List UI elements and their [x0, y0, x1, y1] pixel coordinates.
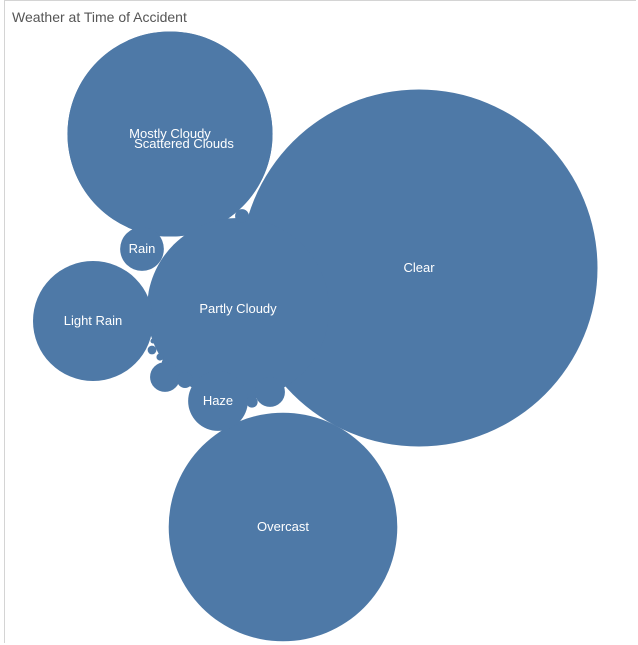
bubble-group: [32, 31, 598, 642]
bubble-label-mostly-cloudy: Mostly Cloudy: [129, 126, 211, 141]
bubble-label-partly-cloudy: Partly Cloudy: [199, 301, 277, 316]
bubble-rain[interactable]: [120, 227, 164, 271]
bubble-label-light-rain: Light Rain: [64, 313, 123, 328]
bubble-unlabeled-8[interactable]: [255, 377, 285, 407]
bubble-unlabeled-14[interactable]: [156, 353, 164, 361]
bubble-unlabeled-12[interactable]: [246, 396, 258, 408]
chart-frame: [4, 0, 636, 643]
bubble-haze[interactable]: [188, 371, 248, 431]
bubble-unlabeled-15[interactable]: [161, 358, 169, 366]
bubble-label-scattered-clouds: Scattered Clouds: [134, 136, 234, 151]
chart-title: Weather at Time of Accident: [12, 9, 187, 25]
bubble-unlabeled-16[interactable]: [150, 338, 156, 344]
bubble-overcast[interactable]: [168, 412, 398, 642]
bubble-unlabeled-9[interactable]: [150, 362, 180, 392]
bubble-label-rain: Rain: [129, 241, 156, 256]
bubble-unlabeled-10[interactable]: [177, 372, 193, 388]
bubble-partly-cloudy[interactable]: [146, 217, 330, 401]
bubble-unlabeled-13[interactable]: [147, 345, 157, 355]
bubble-scattered-clouds[interactable]: [67, 31, 273, 237]
bubble-label-clear: Clear: [403, 260, 435, 275]
bubble-light-rain[interactable]: [32, 260, 154, 382]
bubble-unlabeled-11[interactable]: [235, 209, 249, 223]
bubble-clear[interactable]: [240, 89, 598, 447]
bubble-label-haze: Haze: [203, 393, 233, 408]
bubble-label-overcast: Overcast: [257, 519, 309, 534]
